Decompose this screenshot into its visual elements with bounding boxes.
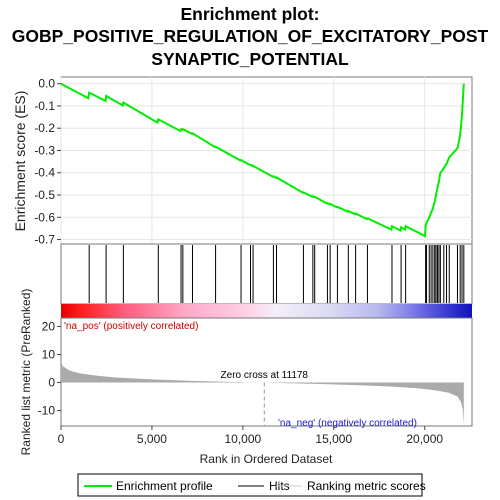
metric-tick-label: 20 [42,319,56,333]
x-axis: 0 5,000 10,000 15,000 20,000 [58,426,443,446]
es-tick-label: 0.0 [38,77,55,91]
es-tick-label: -0.7 [34,233,55,247]
zero-cross-label: Zero cross at 11178 [221,370,309,381]
es-ylabel: Enrichment score (ES) [12,91,28,232]
legend-enrichment-label: Enrichment profile [116,479,213,493]
x-tick-label: 20,000 [406,432,443,446]
pos-correlated-label: 'na_pos' (positively correlated) [64,321,198,332]
hits-group [88,245,465,303]
title-line-3: SYNAPTIC_POTENTIAL [151,49,349,69]
hits-panel [60,243,473,305]
metric-panel [60,317,473,427]
metric-tick-label: -10 [38,404,56,418]
metric-tick-label: 10 [42,347,56,361]
es-tick-label: -0.6 [34,210,55,224]
title-line-1: Enrichment plot: [180,4,319,24]
legend-box [77,473,423,497]
es-tick-label: -0.4 [34,166,55,180]
es-y-axis: 0.0 -0.1 -0.2 -0.3 -0.4 -0.5 -0.6 -0.7 [34,77,61,247]
x-tick-label: 10,000 [225,432,262,446]
title-line-2: GOBP_POSITIVE_REGULATION_OF_EXCITATORY_P… [12,26,489,46]
x-tick-label: 5,000 [137,432,167,446]
x-tick-label: 15,000 [315,432,352,446]
x-axis-label: Rank in Ordered Dataset [200,452,333,466]
neg-correlated-label: 'na_neg' (negatively correlated) [278,418,417,429]
es-panel [60,76,473,245]
es-tick-label: -0.1 [34,99,55,113]
es-tick-label: -0.5 [34,188,55,202]
es-tick-label: -0.3 [34,143,55,157]
metric-y-axis: 20 10 0 -10 [38,319,61,418]
metric-ylabel: Ranked list metric (PreRanked) [19,289,33,456]
rank-color-bar [61,304,472,318]
enrichment-profile-line [60,82,465,238]
metric-tick-label: 0 [48,376,55,390]
es-tick-label: -0.2 [34,121,55,135]
legend-metric-label: Ranking metric scores [307,479,426,493]
x-tick-label: 0 [58,432,65,446]
